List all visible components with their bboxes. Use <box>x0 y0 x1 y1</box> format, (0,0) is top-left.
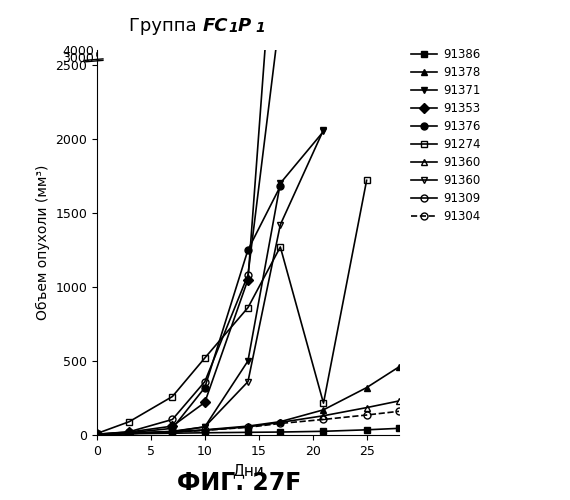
Text: FC: FC <box>203 16 228 34</box>
Y-axis label: Объем опухоли (мм³): Объем опухоли (мм³) <box>36 165 50 320</box>
Text: 3000: 3000 <box>62 52 94 64</box>
Text: P: P <box>237 16 251 34</box>
Legend: 91386, 91378, 91371, 91353, 91376, 91274, 91360, 91360, 91309, 91304: 91386, 91378, 91371, 91353, 91376, 91274… <box>411 48 481 223</box>
X-axis label: Дни: Дни <box>232 464 264 478</box>
Text: 4000: 4000 <box>62 45 94 58</box>
Text: Группа: Группа <box>129 16 203 34</box>
Text: 1: 1 <box>229 20 238 34</box>
Text: ФИГ. 27F: ФИГ. 27F <box>177 471 302 495</box>
Text: 1: 1 <box>255 20 265 34</box>
